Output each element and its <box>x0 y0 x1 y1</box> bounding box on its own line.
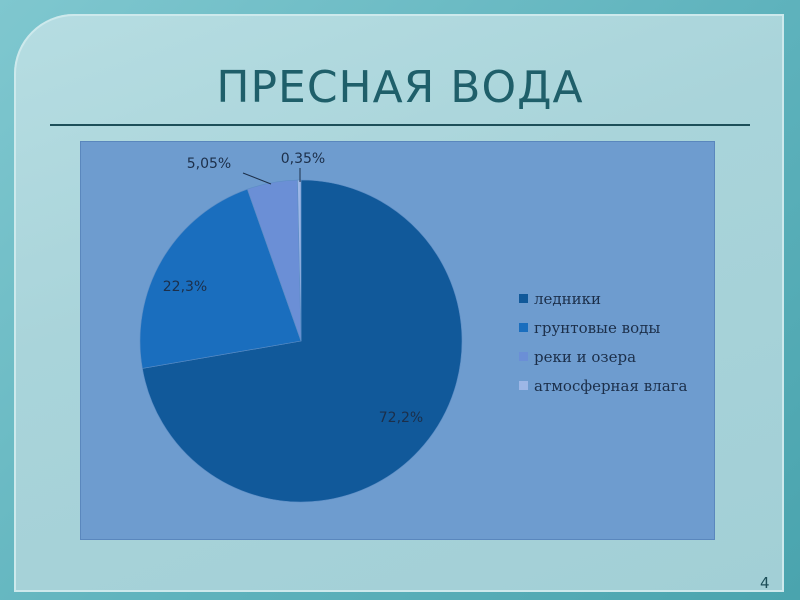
legend-swatch-3 <box>519 381 528 390</box>
legend-label-3: атмосферная влага <box>534 376 688 395</box>
legend-item-3: атмосферная влага <box>519 371 709 400</box>
pie-chart: 72,2% 22,3% 5,05% 0,35% <box>139 151 463 503</box>
data-label-1: 22,3% <box>163 279 207 295</box>
chart-legend: ледники грунтовые воды реки и озера атмосфе… <box>519 284 709 400</box>
legend-label-1: грунтовые воды <box>534 318 661 337</box>
slide-title: ПРЕСНАЯ ВОДА <box>216 62 584 113</box>
pie-slice-3 <box>297 179 302 342</box>
pie-slice-1 <box>139 188 302 369</box>
legend-swatch-1 <box>519 323 528 332</box>
title-divider <box>50 124 750 126</box>
legend-item-0: ледники <box>519 284 709 313</box>
data-label-0: 72,2% <box>379 410 423 426</box>
leader-line-2 <box>242 172 272 185</box>
legend-swatch-0 <box>519 294 528 303</box>
legend-label-2: реки и озера <box>534 347 637 366</box>
data-label-3: 0,35% <box>281 151 325 167</box>
legend-item-1: грунтовые воды <box>519 313 709 342</box>
legend-label-0: ледники <box>534 289 602 308</box>
chart-area: 72,2% 22,3% 5,05% 0,35% ледники грунтовые во… <box>80 141 715 540</box>
page-number: 4 <box>760 574 770 592</box>
pie-slice-0 <box>142 179 463 503</box>
legend-swatch-2 <box>519 352 528 361</box>
data-label-2: 5,05% <box>187 156 231 172</box>
legend-item-2: реки и озера <box>519 342 709 371</box>
